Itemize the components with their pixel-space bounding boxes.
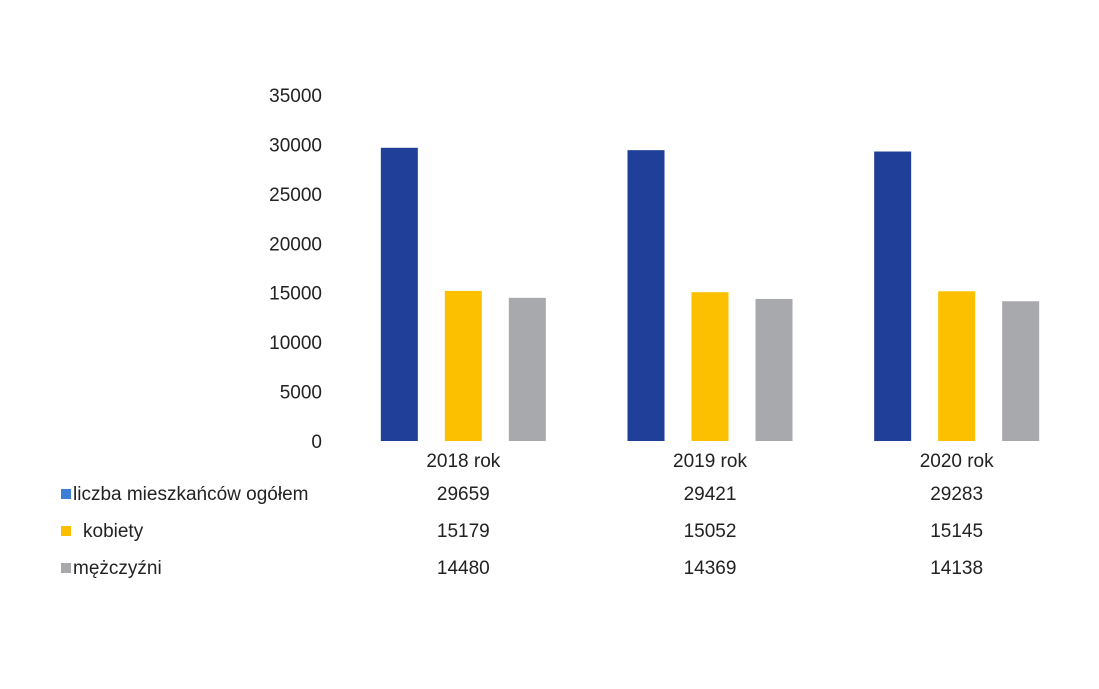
y-tick-label: 15000 (269, 284, 322, 305)
category-label: 2018 rok (426, 451, 500, 472)
bar (755, 298, 793, 441)
y-tick-label: 25000 (269, 185, 322, 206)
y-tick-label: 10000 (269, 333, 322, 354)
table-cell: 29421 (684, 484, 737, 505)
table-cell: 14138 (930, 558, 983, 579)
legend-swatch (61, 563, 71, 573)
bar (1002, 301, 1040, 441)
table-cell: 29283 (930, 484, 983, 505)
table-cell: 15145 (930, 521, 983, 542)
y-tick-label: 5000 (280, 383, 322, 404)
table-cell: 14369 (684, 558, 737, 579)
legend-swatch (61, 526, 71, 536)
legend-swatch (61, 489, 71, 499)
bar (874, 151, 912, 441)
bar (508, 297, 546, 441)
category-label: 2019 rok (673, 451, 747, 472)
bars (380, 147, 1040, 441)
legend-label: liczba mieszkańców ogółem (73, 484, 309, 505)
bar (444, 290, 482, 441)
table-cell: 14480 (437, 558, 490, 579)
y-tick-label: 30000 (269, 135, 322, 156)
table-cell: 15179 (437, 521, 490, 542)
category-labels: 2018 rok 2019 rok 2020 rok (426, 451, 994, 472)
category-label: 2020 rok (920, 451, 994, 472)
y-tick-label: 35000 (269, 86, 322, 107)
legend-label: mężczyźni (73, 558, 162, 579)
bar (380, 147, 418, 441)
table-cell: 29659 (437, 484, 490, 505)
bar (691, 292, 729, 441)
bar (938, 291, 976, 441)
bar (627, 150, 665, 441)
y-axis: 0 5000 10000 15000 20000 25000 30000 35000 (269, 86, 322, 453)
table-cell: 15052 (684, 521, 737, 542)
y-tick-label: 20000 (269, 234, 322, 255)
y-tick-label: 0 (311, 432, 322, 453)
legend-label: kobiety (83, 521, 144, 542)
data-table: liczba mieszkańców ogółem 29659 29421 29283… (61, 484, 983, 579)
